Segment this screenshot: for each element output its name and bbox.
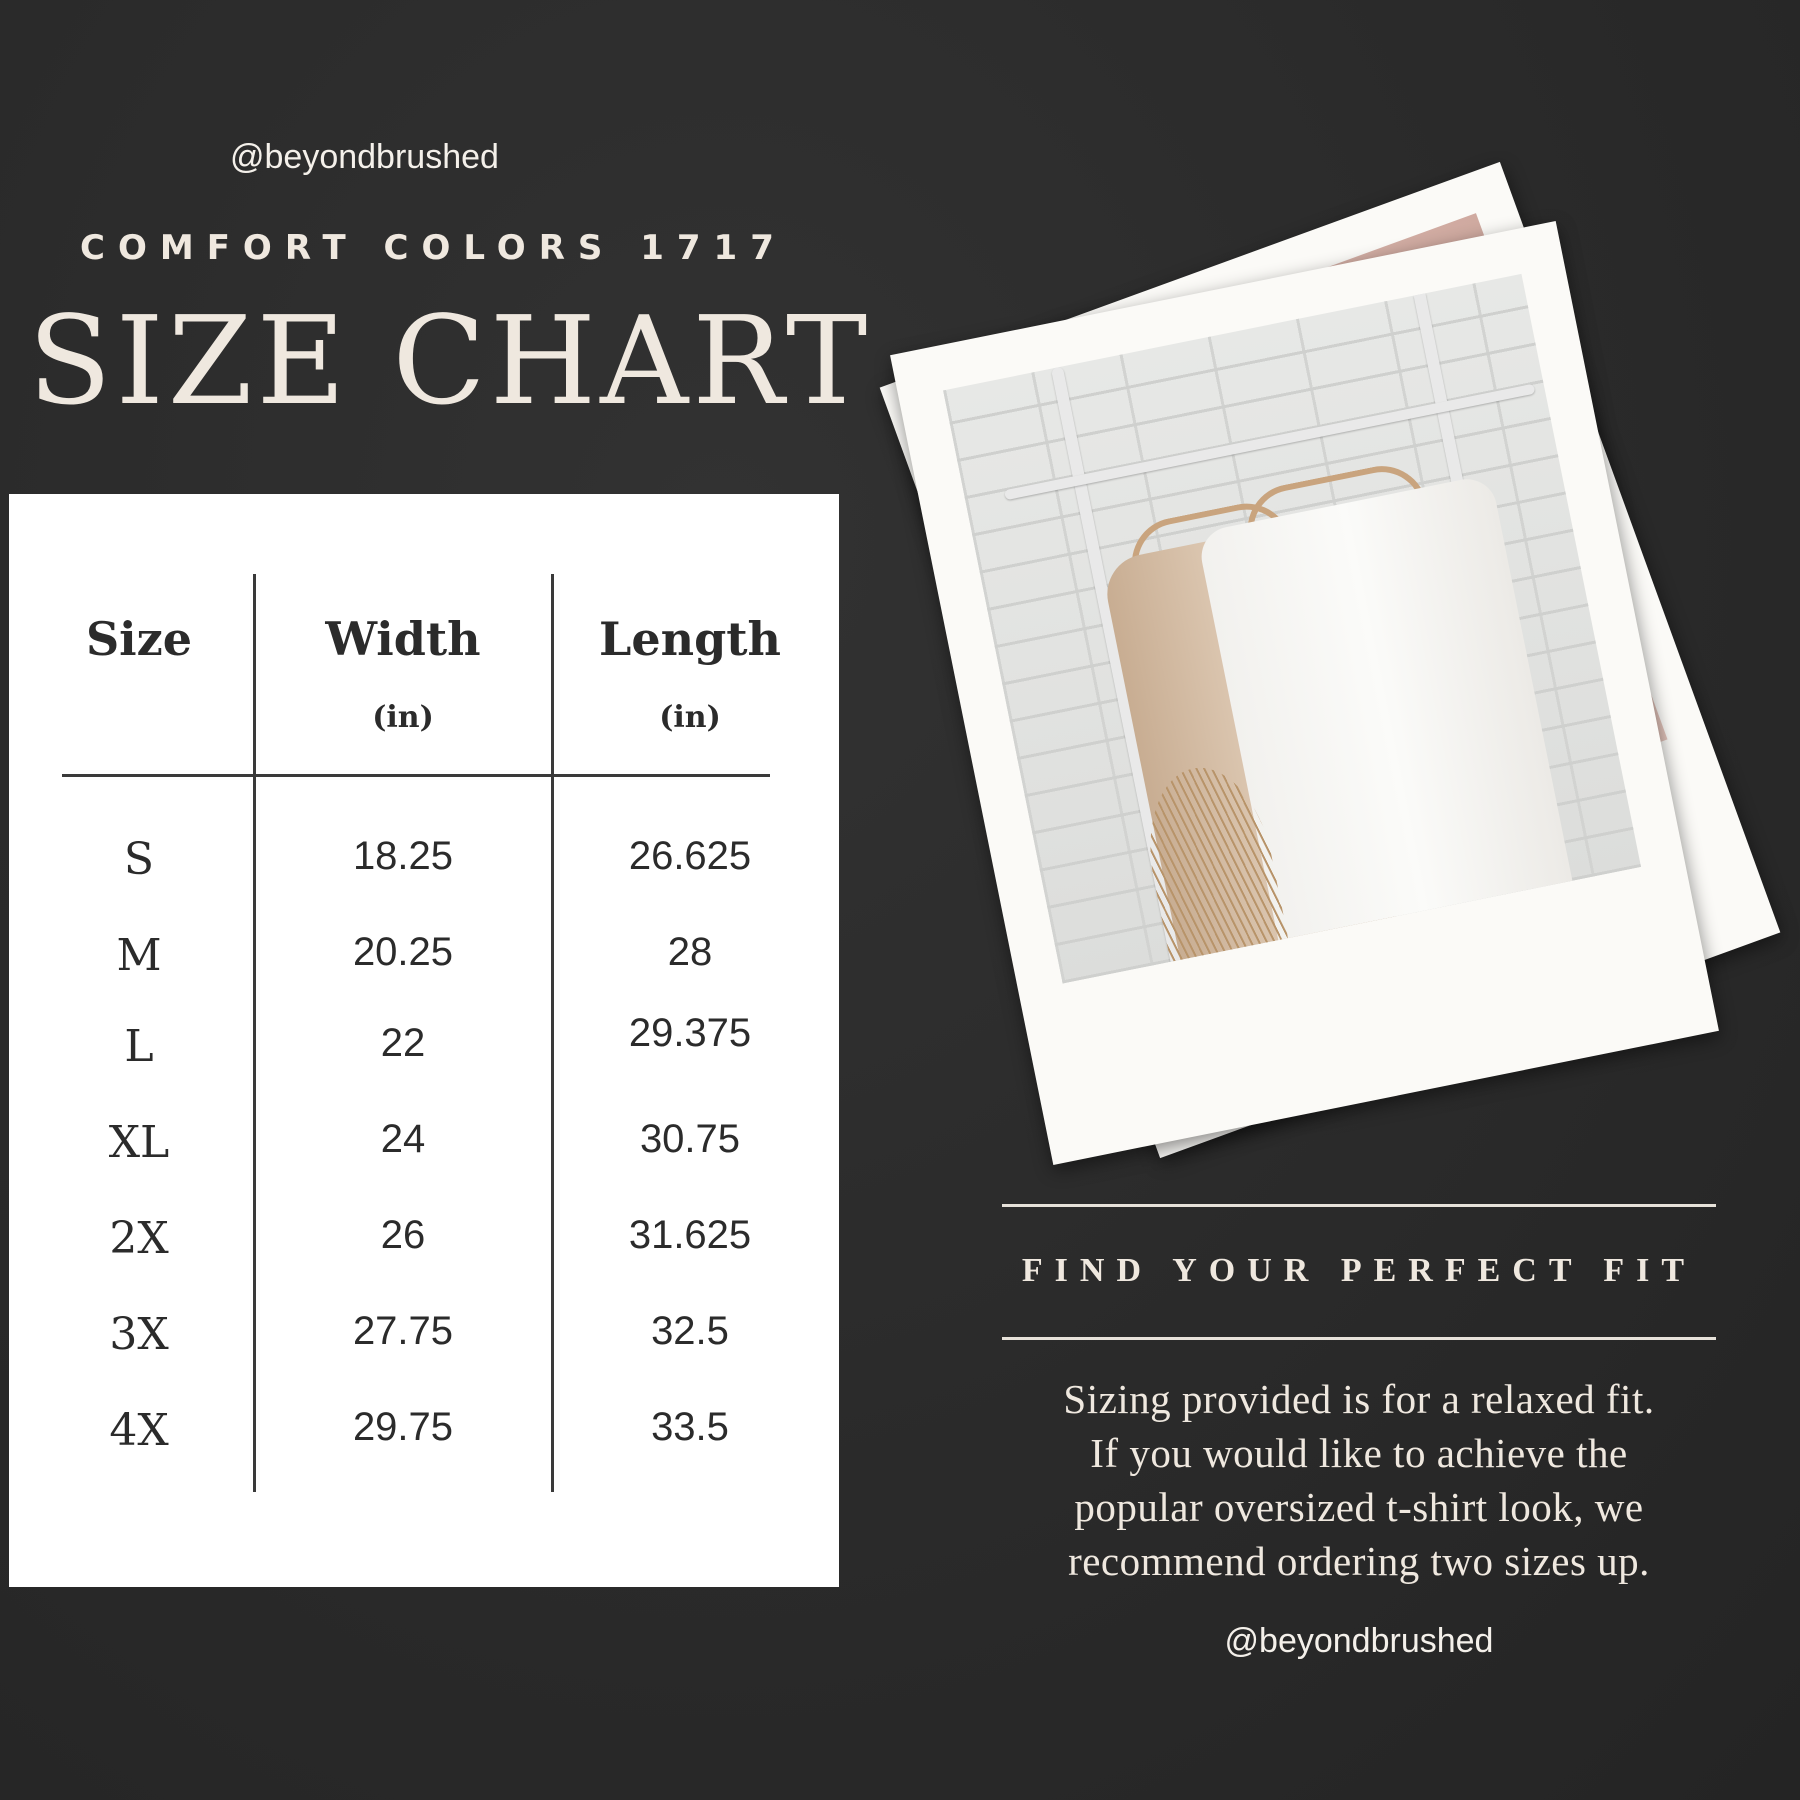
row-width: 29.75	[352, 1405, 454, 1449]
note-line: If you would like to achieve the	[1090, 1430, 1628, 1476]
tshirt-rack-photo	[943, 273, 1642, 984]
row-width: 22	[380, 1021, 426, 1065]
column-divider	[253, 574, 256, 1492]
divider-top	[1002, 1204, 1716, 1207]
row-length: 28	[667, 930, 713, 974]
brand-subtitle: COMFORT COLORS 1717	[80, 228, 787, 268]
handle-bottom: @beyondbrushed	[1224, 1622, 1494, 1660]
handle-top: @beyondbrushed	[230, 138, 499, 176]
row-length: 32.5	[651, 1309, 729, 1353]
row-width: 18.25	[352, 834, 454, 878]
note-line: popular oversized t-shirt look, we	[1074, 1484, 1644, 1530]
header-width: Width	[325, 612, 481, 666]
row-length: 29.375	[628, 1011, 752, 1055]
fit-heading: FIND YOUR PERFECT FIT	[1021, 1252, 1697, 1289]
row-length: 31.625	[628, 1213, 752, 1257]
sizing-note: Sizing provided is for a relaxed fit. If…	[1002, 1372, 1716, 1588]
header-size: Size	[85, 612, 193, 666]
row-width: 26	[380, 1213, 426, 1257]
row-width: 27.75	[352, 1309, 454, 1353]
row-width: 24	[380, 1117, 426, 1161]
size-table: Size Width (in) Length (in) S 18.25 26.625…	[9, 494, 839, 1587]
row-size: 3X	[109, 1309, 169, 1360]
page-title: SIZE CHART	[28, 290, 872, 432]
row-width: 20.25	[352, 930, 454, 974]
header-length-unit: (in)	[659, 700, 721, 735]
row-size: L	[124, 1021, 154, 1072]
header-length: Length	[599, 612, 781, 666]
header-divider	[62, 774, 770, 777]
note-line: recommend ordering two sizes up.	[1068, 1538, 1650, 1584]
divider-bottom	[1002, 1337, 1716, 1340]
row-size: 2X	[109, 1213, 169, 1264]
polaroid-front	[890, 221, 1719, 1165]
header-width-unit: (in)	[372, 700, 434, 735]
row-size: M	[116, 930, 162, 981]
row-size: 4X	[109, 1405, 169, 1456]
column-divider	[551, 574, 554, 1492]
row-length: 26.625	[628, 834, 752, 878]
row-length: 33.5	[651, 1405, 729, 1449]
row-size: S	[123, 834, 155, 885]
row-length: 30.75	[639, 1117, 741, 1161]
note-line: Sizing provided is for a relaxed fit.	[1063, 1376, 1655, 1422]
row-size: XL	[108, 1117, 170, 1168]
